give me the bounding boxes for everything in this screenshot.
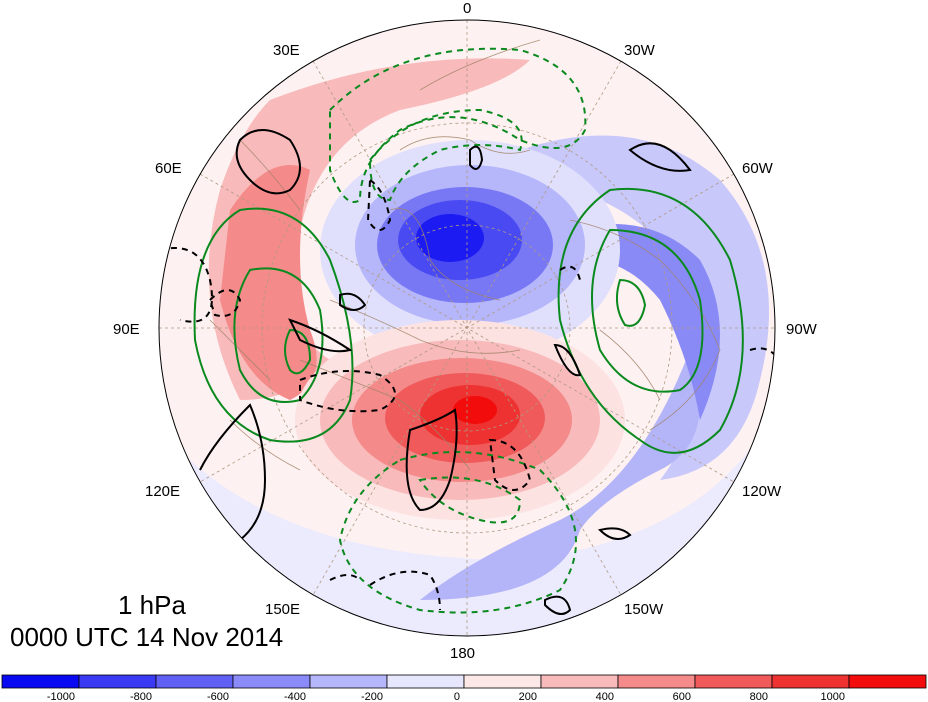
black-contours [159, 129, 775, 615]
colorbar-tick-label: -600 [207, 691, 229, 702]
label-150w: 150W [624, 601, 664, 618]
colorbar-swatch [617, 674, 696, 689]
colorbar-tick-label: -1000 [47, 691, 75, 702]
map-boundary [158, 19, 776, 637]
label-150e: 150E [265, 601, 300, 618]
label-30e: 30E [273, 42, 300, 59]
colorbar-swatch [232, 674, 311, 689]
colorbar-swatch [463, 674, 542, 689]
colorbar-swatch [771, 674, 850, 689]
colorbar-tick-label: -200 [361, 691, 383, 702]
shaded-field [159, 20, 775, 636]
colorbar-tick-label: 600 [673, 691, 691, 702]
colorbar-tick-label: 200 [519, 691, 537, 702]
meridian-labels: 0 30W 60W 90W 120W 150W 180 150E 120E 90… [113, 0, 818, 662]
label-90w: 90W [786, 321, 818, 338]
graticule [159, 20, 775, 636]
colorbar-tick-label: 400 [596, 691, 614, 702]
colorbar: -1000 -800 -600 -400 -200 0 200 400 600 800 1000 [1, 674, 927, 702]
colorbar-tick-label: -800 [130, 691, 152, 702]
colorbar-swatch [309, 674, 388, 689]
colorbar-swatch [155, 674, 234, 689]
colorbar-swatch [1, 674, 80, 689]
label-30w: 30W [624, 42, 656, 59]
label-0: 0 [463, 0, 471, 17]
pressure-level-label: 1 hPa [118, 590, 186, 620]
colorbar-tick-label: 0 [454, 691, 460, 702]
valid-time-label: 0000 UTC 14 Nov 2014 [10, 622, 284, 652]
label-120w: 120W [742, 483, 782, 500]
colorbar-swatch [78, 674, 157, 689]
label-60w: 60W [742, 160, 774, 177]
colorbar-tick-label: 800 [750, 691, 768, 702]
label-90e: 90E [113, 321, 140, 338]
colorbar-swatch [848, 674, 927, 689]
colorbar-swatch [694, 674, 773, 689]
colorbar-swatch [386, 674, 465, 689]
label-120e: 120E [145, 483, 180, 500]
label-60e: 60E [155, 160, 182, 177]
colorbar-swatch [540, 674, 619, 689]
label-180: 180 [450, 645, 475, 662]
colorbar-tick-label: -400 [284, 691, 306, 702]
colorbar-tick-label: 1000 [821, 691, 845, 702]
